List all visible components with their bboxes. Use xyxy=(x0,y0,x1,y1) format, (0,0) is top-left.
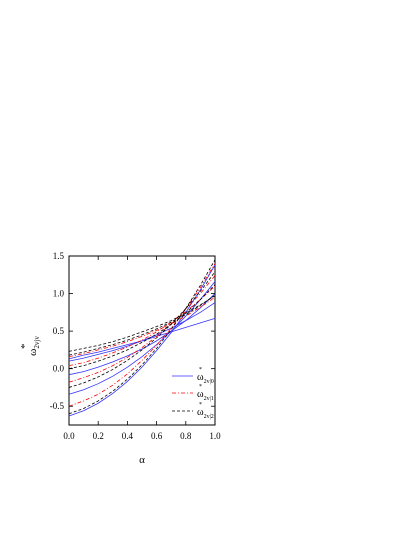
svg-text:ω2v|1: ω2v|1 xyxy=(197,389,214,402)
x-tick-label-2: 0.4 xyxy=(122,431,134,441)
y-axis-ticks: -0.5 0.0 0.5 1.0 1.5 xyxy=(50,251,215,411)
series-line-6 xyxy=(68,275,216,383)
series-line-8 xyxy=(68,296,216,358)
legend-label-0-sub: 2v|0 xyxy=(204,379,214,385)
y-tick-label-4: 1.5 xyxy=(53,251,65,261)
svg-text:ω2vjv: ω2vjv xyxy=(27,336,41,356)
series-line-1 xyxy=(68,281,216,395)
series-line-2 xyxy=(68,293,216,376)
legend-label-0-main: ω xyxy=(197,372,204,383)
x-axis-ticks: 0.0 0.2 0.4 0.6 0.8 1.0 xyxy=(63,256,221,441)
legend-label-2-sup: * xyxy=(199,402,202,408)
y-tick-label-3: 1.0 xyxy=(53,289,65,299)
series-line-4 xyxy=(68,317,216,360)
x-tick-label-4: 0.8 xyxy=(180,431,192,441)
series-line-5 xyxy=(68,263,216,407)
svg-text:ω2v|2: ω2v|2 xyxy=(197,407,214,420)
x-tick-label-5: 1.0 xyxy=(209,431,221,441)
series-line-13 xyxy=(68,295,216,352)
legend-label-1-sub: 2v|1 xyxy=(204,396,214,402)
legend-entry-2: ω2v|2 * xyxy=(172,402,214,420)
legend-label-0-sup: * xyxy=(199,367,202,373)
legend: ω2v|0 * ω2v|1 * ω2v|2 * xyxy=(172,367,214,420)
svg-text:ω2v|0: ω2v|0 xyxy=(197,372,214,385)
y-tick-label-0: -0.5 xyxy=(50,401,65,411)
series-line-10 xyxy=(68,271,216,388)
series-line-11 xyxy=(68,284,216,370)
y-tick-label-2: 0.5 xyxy=(53,326,65,336)
y-axis-label-sup: * xyxy=(19,344,31,350)
x-tick-label-0: 0.0 xyxy=(63,431,75,441)
series-line-7 xyxy=(68,285,216,367)
y-tick-label-1: 0.0 xyxy=(53,364,65,374)
x-tick-label-3: 0.6 xyxy=(151,431,163,441)
y-axis-label-main: ω xyxy=(27,349,39,356)
legend-label-2-sub: 2v|2 xyxy=(204,414,214,420)
x-tick-label-1: 0.2 xyxy=(93,431,104,441)
legend-label-1-main: ω xyxy=(197,389,204,400)
x-axis-label: α xyxy=(139,454,145,466)
series-line-12 xyxy=(68,294,216,356)
legend-entry-1: ω2v|1 * xyxy=(172,384,214,402)
y-axis-label-sub: 2vjv xyxy=(33,336,41,349)
legend-label-2-main: ω xyxy=(197,407,204,418)
series-line-0 xyxy=(68,264,216,417)
legend-label-1-sup: * xyxy=(199,384,202,390)
plot-frame xyxy=(68,255,216,426)
series-line-9 xyxy=(68,259,216,415)
y-axis-label: ω2vjv * xyxy=(19,336,41,356)
legend-entry-0: ω2v|0 * xyxy=(172,367,214,385)
series-group xyxy=(68,259,216,417)
